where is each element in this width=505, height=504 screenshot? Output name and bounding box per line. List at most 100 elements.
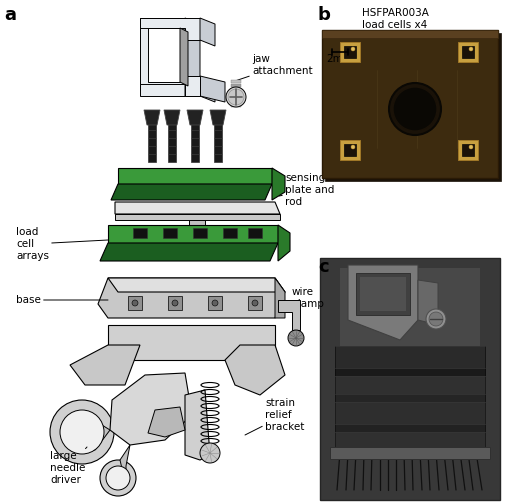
Polygon shape (70, 345, 140, 385)
Polygon shape (417, 280, 437, 325)
Polygon shape (185, 390, 210, 460)
Circle shape (468, 47, 472, 51)
Polygon shape (180, 28, 188, 86)
Polygon shape (185, 76, 199, 96)
Polygon shape (231, 104, 240, 107)
Polygon shape (108, 325, 274, 360)
Polygon shape (231, 88, 240, 91)
Polygon shape (231, 80, 240, 83)
Polygon shape (147, 28, 180, 82)
Circle shape (60, 410, 104, 454)
Circle shape (172, 300, 178, 306)
Bar (321, 30, 497, 178)
Polygon shape (277, 300, 299, 330)
Bar (128, 296, 142, 310)
Bar (168, 296, 182, 310)
Circle shape (392, 87, 436, 131)
Circle shape (132, 300, 138, 306)
Bar (461, 144, 473, 156)
Polygon shape (274, 278, 284, 318)
Bar (343, 144, 356, 156)
Bar (339, 268, 479, 348)
Polygon shape (185, 82, 215, 102)
Polygon shape (115, 202, 279, 214)
Bar (334, 394, 484, 402)
Polygon shape (356, 273, 409, 315)
Bar (334, 376, 484, 394)
Polygon shape (168, 124, 176, 162)
Bar (329, 447, 489, 459)
Text: c: c (317, 258, 328, 276)
Text: load
cell
arrays: load cell arrays (16, 227, 108, 261)
Polygon shape (187, 110, 203, 125)
Text: 2mm: 2mm (325, 54, 352, 64)
Circle shape (428, 312, 442, 326)
Text: b: b (317, 6, 330, 24)
Text: large
needle
driver: large needle driver (50, 447, 87, 485)
Bar (334, 424, 484, 432)
Bar (163, 228, 177, 238)
Text: load cells x4: load cells x4 (361, 20, 426, 30)
Bar (457, 42, 477, 62)
Circle shape (468, 145, 472, 149)
Polygon shape (231, 96, 240, 99)
Polygon shape (272, 168, 284, 200)
Bar (461, 46, 473, 58)
Text: sensing
plate and
rod: sensing plate and rod (278, 173, 334, 207)
Bar (334, 368, 484, 376)
Polygon shape (321, 30, 497, 38)
Text: jaw
attachment: jaw attachment (231, 54, 312, 82)
Text: a: a (4, 6, 16, 24)
Circle shape (199, 443, 220, 463)
Polygon shape (140, 84, 185, 96)
Bar (343, 46, 356, 58)
Bar (133, 228, 147, 238)
Polygon shape (190, 124, 198, 162)
Polygon shape (185, 84, 199, 96)
Bar (324, 33, 500, 181)
Circle shape (425, 309, 445, 329)
Polygon shape (231, 84, 240, 87)
Bar (457, 140, 477, 160)
Polygon shape (108, 225, 277, 243)
Polygon shape (111, 184, 272, 200)
Text: HSFPAR003A: HSFPAR003A (361, 8, 428, 18)
Polygon shape (144, 110, 160, 125)
Bar (247, 296, 262, 310)
Polygon shape (147, 124, 156, 162)
Polygon shape (347, 265, 417, 340)
Bar (339, 42, 359, 62)
Polygon shape (108, 278, 284, 292)
Polygon shape (140, 18, 199, 40)
Polygon shape (359, 277, 405, 311)
Bar (339, 140, 359, 160)
Polygon shape (210, 110, 226, 125)
Bar (208, 296, 222, 310)
Bar (192, 228, 207, 238)
Bar (334, 432, 484, 452)
Circle shape (106, 466, 130, 490)
Polygon shape (147, 407, 185, 437)
Circle shape (350, 47, 355, 51)
Polygon shape (98, 278, 284, 318)
Bar (319, 258, 499, 500)
Circle shape (350, 145, 355, 149)
Polygon shape (140, 18, 185, 90)
Polygon shape (164, 110, 180, 125)
Bar (334, 402, 484, 424)
Polygon shape (100, 243, 277, 261)
Circle shape (388, 83, 440, 135)
Polygon shape (199, 76, 225, 102)
Bar (334, 346, 484, 368)
Circle shape (251, 300, 258, 306)
Circle shape (212, 300, 218, 306)
Polygon shape (115, 214, 279, 220)
Polygon shape (92, 422, 110, 450)
Bar (247, 228, 262, 238)
Bar (223, 228, 236, 238)
Polygon shape (110, 373, 191, 445)
Text: base: base (16, 295, 108, 305)
Circle shape (228, 89, 243, 105)
Circle shape (226, 87, 245, 107)
Polygon shape (189, 220, 205, 232)
